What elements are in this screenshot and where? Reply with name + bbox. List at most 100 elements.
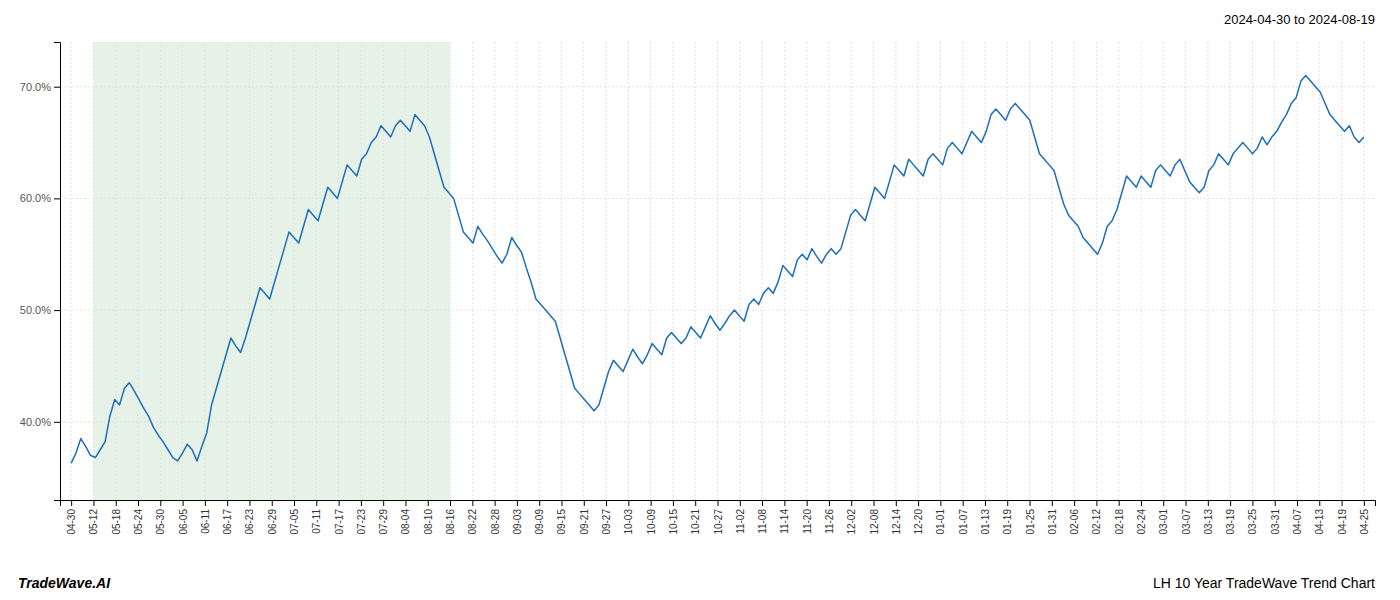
background xyxy=(0,0,1400,600)
x-tick: 06-23 xyxy=(244,500,255,535)
x-tick-mark xyxy=(1208,500,1209,506)
x-grid-line xyxy=(962,42,963,500)
x-tick-mark xyxy=(851,500,852,506)
x-tick-label: 11-20 xyxy=(802,509,813,534)
x-tick-mark xyxy=(539,500,540,506)
x-tick-mark xyxy=(1275,500,1276,506)
x-tick-label: 03-01 xyxy=(1158,509,1169,535)
x-tick: 11-20 xyxy=(802,500,813,534)
x-tick-label: 09-09 xyxy=(534,509,545,535)
x-tick-label: 11-14 xyxy=(779,509,790,534)
x-tick-mark xyxy=(784,500,785,506)
x-tick-mark xyxy=(940,500,941,506)
x-grid-line xyxy=(561,42,562,500)
x-grid-line xyxy=(539,42,540,500)
x-tick: 04-19 xyxy=(1337,500,1348,535)
x-grid-line xyxy=(583,42,584,500)
x-tick: 09-21 xyxy=(579,500,590,535)
x-tick-mark xyxy=(584,500,585,506)
x-tick: 10-27 xyxy=(713,500,724,535)
x-tick-label: 01-31 xyxy=(1047,509,1058,535)
y-tick: 60.0% xyxy=(20,192,60,204)
x-tick-mark xyxy=(829,500,830,506)
x-tick-mark xyxy=(918,500,919,506)
y-tick-label: 50.0% xyxy=(20,304,51,316)
x-tick: 03-31 xyxy=(1270,500,1281,535)
subtitle: 2024-04-30 to 2024-08-19 xyxy=(1224,12,1375,27)
x-tick-mark xyxy=(294,500,295,506)
x-tick: 04-13 xyxy=(1314,500,1325,535)
x-tick: 07-05 xyxy=(289,500,300,535)
x-tick: 06-05 xyxy=(178,500,189,535)
x-tick: 07-23 xyxy=(356,500,367,535)
x-tick-mark xyxy=(606,500,607,506)
x-tick-mark xyxy=(316,500,317,506)
grid xyxy=(60,42,1375,500)
y-tick-mark xyxy=(54,310,60,311)
x-tick-mark xyxy=(651,500,652,506)
x-tick-mark xyxy=(1342,500,1343,506)
x-tick: 10-15 xyxy=(668,500,679,535)
x-tick-mark xyxy=(138,500,139,506)
x-grid-line xyxy=(1051,42,1052,500)
x-grid-line xyxy=(494,42,495,500)
x-tick-label: 02-12 xyxy=(1091,509,1102,535)
x-tick: 12-08 xyxy=(869,500,880,535)
plot-area: 04-3005-1205-1805-2405-3006-0506-1106-17… xyxy=(20,42,1376,535)
x-tick-label: 06-05 xyxy=(178,509,189,535)
x-tick-label: 06-29 xyxy=(267,509,278,535)
x-tick-label: 05-18 xyxy=(111,509,122,535)
x-grid-line xyxy=(895,42,896,500)
x-tick-label: 05-12 xyxy=(88,509,99,535)
y-tick: 70.0% xyxy=(20,81,60,93)
x-grid-line xyxy=(516,42,517,500)
x-tick-mark xyxy=(472,500,473,506)
x-tick-label: 11-02 xyxy=(735,509,746,534)
x-tick-mark xyxy=(450,500,451,506)
x-tick-label: 07-11 xyxy=(311,509,322,534)
x-tick-mark xyxy=(1096,500,1097,506)
x-tick-label: 06-11 xyxy=(200,509,211,534)
x-tick: 12-14 xyxy=(891,500,902,535)
x-tick-mark xyxy=(1319,500,1320,506)
x-tick-label: 04-07 xyxy=(1292,509,1303,535)
x-grid-line xyxy=(717,42,718,500)
x-tick-mark xyxy=(1297,500,1298,506)
x-tick-mark xyxy=(673,500,674,506)
x-grid-line xyxy=(71,42,72,500)
x-tick-label: 09-03 xyxy=(512,509,523,535)
x-tick-mark xyxy=(1186,500,1187,506)
x-tick-mark xyxy=(695,500,696,506)
x-tick-label: 03-19 xyxy=(1225,509,1236,535)
x-tick: 07-29 xyxy=(378,500,389,535)
x-tick-mark xyxy=(405,500,406,506)
x-tick-mark xyxy=(718,500,719,506)
x-grid-line xyxy=(1230,42,1231,500)
x-grid-line xyxy=(806,42,807,500)
x-tick-mark xyxy=(561,500,562,506)
x-tick: 02-24 xyxy=(1136,500,1147,535)
x-axis-line xyxy=(61,501,1376,507)
x-tick: 01-07 xyxy=(958,500,969,535)
x-tick: 10-21 xyxy=(690,500,701,535)
x-grid-line xyxy=(1074,42,1075,500)
x-tick-mark xyxy=(985,500,986,506)
x-tick-label: 01-25 xyxy=(1025,509,1036,535)
x-tick-label: 09-21 xyxy=(579,509,590,535)
x-tick-label: 04-13 xyxy=(1314,509,1325,535)
x-tick-label: 11-26 xyxy=(824,509,835,534)
x-tick-label: 10-03 xyxy=(623,509,634,535)
x-grid-line xyxy=(1140,42,1141,500)
x-tick-label: 02-06 xyxy=(1069,509,1080,535)
x-grid-line xyxy=(672,42,673,500)
shaded-region xyxy=(93,42,450,500)
x-grid-line xyxy=(1341,42,1342,500)
x-grid-line xyxy=(984,42,985,500)
chart-svg: 04-3005-1205-1805-2405-3006-0506-1106-17… xyxy=(0,0,1400,600)
x-grid-line xyxy=(1207,42,1208,500)
x-tick: 11-08 xyxy=(757,500,768,534)
x-grid-line xyxy=(918,42,919,500)
x-tick-label: 01-19 xyxy=(1002,509,1013,535)
x-grid-line xyxy=(1274,42,1275,500)
x-tick-label: 06-23 xyxy=(244,509,255,535)
